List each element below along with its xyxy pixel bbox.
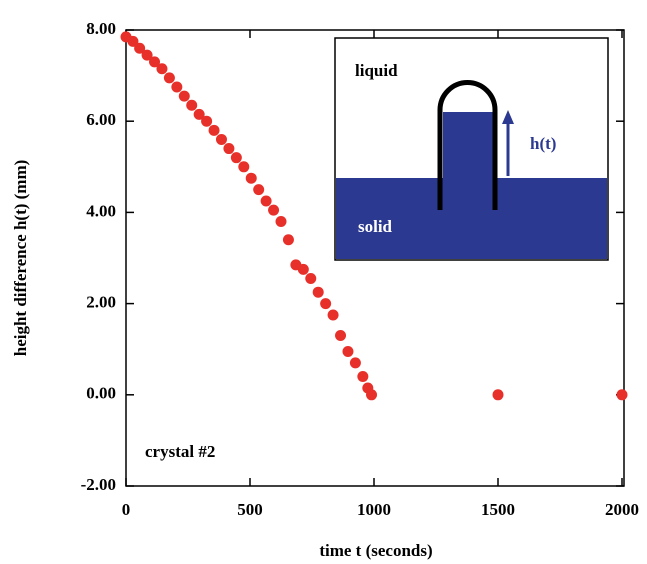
point bbox=[327, 309, 339, 321]
solid-column bbox=[443, 112, 493, 179]
point bbox=[208, 124, 220, 136]
point bbox=[312, 286, 324, 298]
point bbox=[275, 216, 287, 228]
y-tick-label: 4.00 bbox=[86, 201, 116, 220]
inset: liquid solid h(t) bbox=[334, 37, 609, 261]
point bbox=[215, 133, 227, 145]
point bbox=[238, 161, 250, 173]
point bbox=[616, 389, 628, 401]
x-tick-label: 2000 bbox=[605, 500, 639, 519]
point bbox=[260, 195, 272, 207]
inset-label: solid bbox=[358, 217, 393, 236]
arrow-head bbox=[502, 110, 514, 124]
y-tick-label: 8.00 bbox=[86, 19, 116, 38]
point bbox=[186, 99, 198, 111]
capillary bbox=[437, 80, 498, 210]
y-tick-label: 2.00 bbox=[86, 293, 116, 312]
inset-label: h(t) bbox=[530, 134, 556, 153]
point bbox=[223, 143, 235, 155]
annotation: crystal #2 bbox=[145, 442, 215, 461]
point bbox=[141, 49, 153, 61]
plot-frame bbox=[125, 29, 625, 487]
point bbox=[297, 263, 309, 275]
x-tick-label: 0 bbox=[122, 500, 131, 519]
x-axis-label: time t (seconds) bbox=[319, 541, 432, 560]
point bbox=[268, 204, 280, 216]
point bbox=[305, 273, 317, 285]
y-tick-label: 6.00 bbox=[86, 110, 116, 129]
y-tick-label: 0.00 bbox=[86, 384, 116, 403]
point bbox=[245, 172, 257, 184]
solid-region bbox=[336, 178, 607, 259]
point bbox=[163, 72, 175, 84]
point bbox=[282, 234, 294, 246]
point bbox=[201, 115, 213, 127]
point bbox=[149, 56, 161, 68]
point bbox=[335, 330, 347, 342]
point bbox=[349, 357, 361, 369]
point bbox=[253, 184, 265, 196]
point bbox=[492, 389, 504, 401]
point bbox=[193, 108, 205, 120]
point bbox=[342, 345, 354, 357]
point bbox=[230, 152, 242, 164]
point bbox=[357, 371, 369, 383]
point bbox=[178, 90, 190, 102]
point bbox=[127, 35, 139, 47]
x-tick-label: 1500 bbox=[481, 500, 515, 519]
point bbox=[171, 81, 183, 93]
point bbox=[366, 389, 378, 401]
point bbox=[156, 63, 168, 75]
inset-label: liquid bbox=[355, 61, 398, 80]
point bbox=[320, 298, 332, 310]
y-tick-label: -2.00 bbox=[81, 475, 116, 494]
x-tick-label: 1000 bbox=[357, 500, 391, 519]
y-axis-label: height difference h(t) (mm) bbox=[11, 160, 30, 357]
point bbox=[134, 42, 146, 54]
x-tick-label: 500 bbox=[237, 500, 263, 519]
